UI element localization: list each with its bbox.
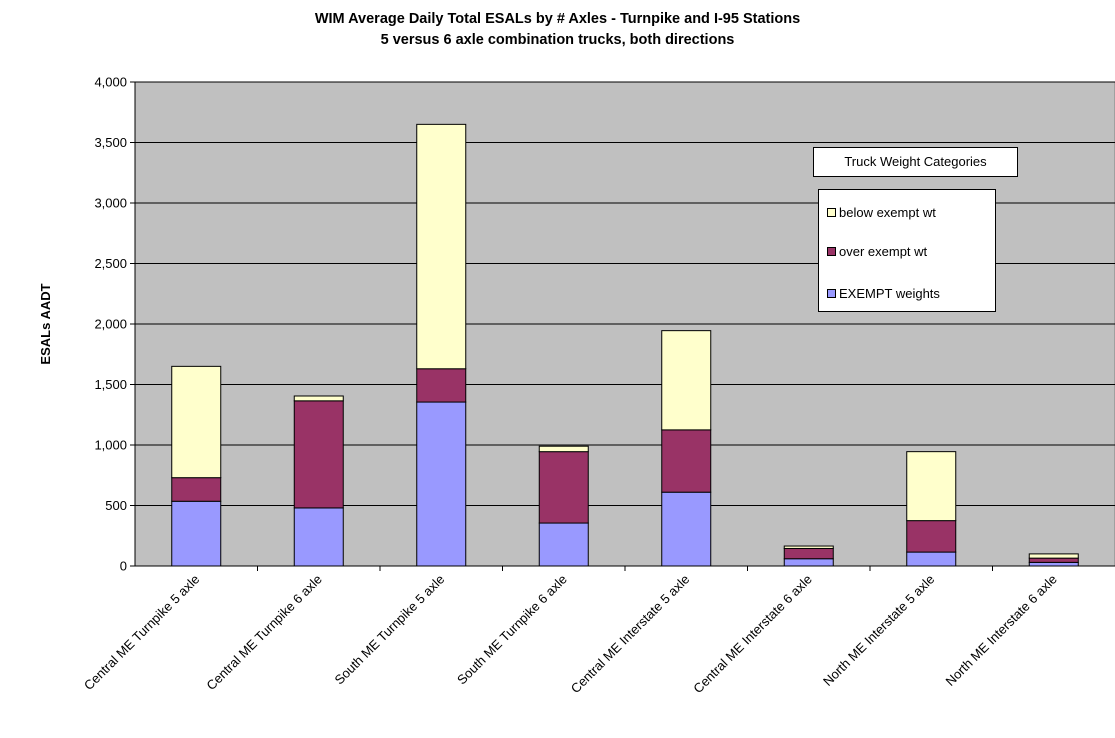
y-tick-label: 4,000: [94, 75, 127, 90]
bar-segment-over-exempt-wt: [661, 429, 712, 493]
legend-item-exempt: EXEMPT weights: [827, 284, 940, 302]
x-tick-label: South ME Turnpike 6 axle: [454, 572, 570, 688]
bar-segment-exempt-weights: [783, 558, 834, 567]
bar-segment-over-exempt-wt: [416, 368, 467, 403]
bar-segment-below-exempt-wt: [661, 330, 712, 431]
legend-item-over-exempt: over exempt wt: [827, 242, 927, 260]
chart-subtitle: 5 versus 6 axle combination trucks, both…: [380, 32, 735, 48]
legend-label-below-exempt: below exempt wt: [839, 204, 936, 220]
x-tick-label: Central ME Interstate 5 axle: [568, 572, 693, 697]
y-tick-label: 2,000: [94, 317, 127, 332]
legend-title: Truck Weight Categories: [813, 147, 1018, 177]
x-tick-label: North ME Interstate 6 axle: [942, 572, 1059, 689]
y-tick-label: 0: [120, 559, 127, 574]
x-tick-label: Central ME Turnpike 6 axle: [203, 572, 324, 693]
x-tick-label: Central ME Interstate 6 axle: [690, 572, 815, 697]
y-tick-label: 3,500: [94, 135, 127, 150]
bar-segment-over-exempt-wt: [538, 451, 589, 524]
bar-segment-below-exempt-wt: [538, 445, 589, 453]
bar-segment-exempt-weights: [416, 401, 467, 567]
legend-swatch-exempt: [827, 288, 836, 298]
bar-segment-exempt-weights: [661, 491, 712, 567]
y-tick-label: 500: [105, 498, 127, 513]
bar-segment-exempt-weights: [538, 522, 589, 567]
legend: below exempt wt over exempt wt EXEMPT we…: [818, 189, 996, 312]
bar-segment-exempt-weights: [906, 551, 957, 567]
y-tick-label: 1,000: [94, 438, 127, 453]
legend-label-over-exempt: over exempt wt: [839, 243, 928, 259]
chart-title: WIM Average Daily Total ESALs by # Axles…: [314, 11, 801, 27]
bar-segment-below-exempt-wt: [416, 123, 467, 370]
bar-segment-below-exempt-wt: [783, 545, 834, 549]
x-tick-label: Central ME Turnpike 5 axle: [81, 572, 202, 693]
y-tick-label: 2,500: [94, 256, 127, 271]
bar-segment-over-exempt-wt: [783, 547, 834, 560]
legend-label-exempt: EXEMPT weights: [839, 285, 940, 301]
legend-swatch-over-exempt: [827, 246, 836, 256]
bar-segment-over-exempt-wt: [906, 520, 957, 553]
y-axis-label: ESALs AADT: [38, 283, 53, 364]
bar-segment-below-exempt-wt: [906, 451, 957, 522]
bar-segment-exempt-weights: [1028, 561, 1079, 567]
bar-segment-over-exempt-wt: [171, 477, 222, 502]
bar-segment-below-exempt-wt: [293, 395, 344, 402]
bar-segment-over-exempt-wt: [1028, 557, 1079, 563]
legend-swatch-below-exempt: [827, 207, 836, 217]
x-tick-label: South ME Turnpike 5 axle: [332, 572, 448, 688]
legend-item-below-exempt: below exempt wt: [827, 203, 936, 221]
bar-segment-below-exempt-wt: [1028, 553, 1079, 559]
y-tick-label: 3,000: [94, 196, 127, 211]
bar-segment-below-exempt-wt: [171, 365, 222, 479]
bar-segment-over-exempt-wt: [293, 400, 344, 509]
x-tick-label: North ME Interstate 5 axle: [820, 572, 937, 689]
bar-segment-exempt-weights: [293, 507, 344, 567]
y-tick-label: 1,500: [94, 377, 127, 392]
bar-segment-exempt-weights: [171, 500, 222, 567]
bars: [171, 123, 1079, 567]
